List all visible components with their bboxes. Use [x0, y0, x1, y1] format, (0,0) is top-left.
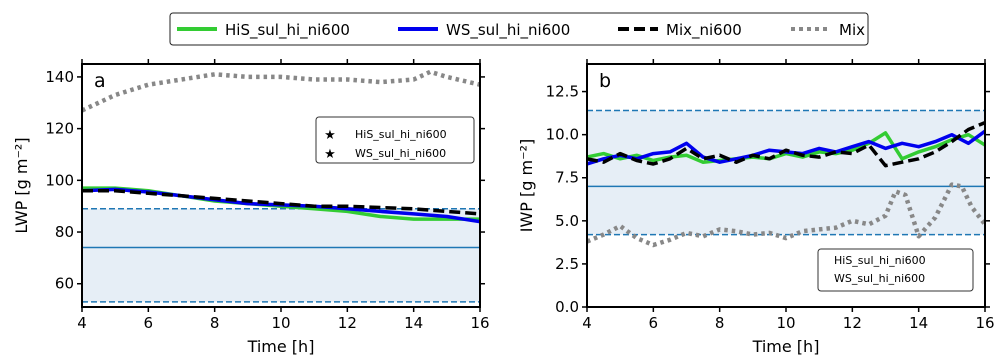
- x-tick-label: 14: [404, 314, 423, 332]
- y-tick-label: 100: [45, 171, 74, 189]
- box-legend-label: WS_sul_hi_ni600: [834, 272, 925, 285]
- range-band: [82, 208, 480, 302]
- star-legend: ★ HiS_sul_hi_ni600 ★ WS_sul_hi_ni600: [315, 116, 475, 164]
- star-marker-icon: ★: [324, 128, 336, 143]
- legend-label-3: Mix: [839, 21, 865, 39]
- x-tick-label: 4: [77, 314, 87, 332]
- box-legend-frame: [817, 248, 974, 292]
- y-axis-label: LWP [g m⁻²]: [12, 137, 31, 233]
- legend-label-0: HiS_sul_hi_ni600: [225, 21, 350, 40]
- y-tick-label: 80: [55, 223, 74, 241]
- y-tick-label: 7.5: [555, 169, 579, 187]
- y-tick-label: 12.5: [546, 83, 579, 101]
- y-tick-label: 10.0: [546, 126, 579, 144]
- range-band: [587, 110, 985, 235]
- star-marker-icon: ★: [324, 147, 336, 162]
- x-axis-label: Time [h]: [247, 337, 315, 356]
- y-tick-label: 2.5: [555, 255, 579, 273]
- x-tick-label: 6: [144, 314, 154, 332]
- x-tick-label: 10: [271, 314, 290, 332]
- figure-legend: HiS_sul_hi_ni600 WS_sul_hi_ni600 Mix_ni600…: [169, 12, 869, 46]
- x-tick-label: 8: [715, 314, 725, 332]
- x-tick-label: 8: [210, 314, 220, 332]
- star-legend-label: HiS_sul_hi_ni600: [355, 128, 447, 141]
- x-tick-label: 12: [843, 314, 862, 332]
- legend-label-1: WS_sul_hi_ni600: [446, 21, 570, 40]
- star-legend-label: WS_sul_hi_ni600: [355, 147, 446, 160]
- y-axis-label: IWP [g m⁻²]: [517, 139, 536, 232]
- x-axis-label: Time [h]: [752, 337, 820, 356]
- series-line-mix: [82, 69, 480, 113]
- star-legend-frame: [315, 116, 475, 164]
- x-tick-label: 4: [582, 314, 592, 332]
- x-tick-label: 16: [470, 314, 489, 332]
- box-legend: HiS_sul_hi_ni600 WS_sul_hi_ni600: [817, 248, 974, 292]
- series-line-mix: [587, 182, 985, 248]
- x-tick-label: 12: [338, 314, 357, 332]
- y-tick-label: 5.0: [555, 212, 579, 230]
- panel-b: 4 6 8 10 12 14 16 0.0 2.5 5.0 7.5 10.0 12.5 Time [h] I…: [517, 59, 995, 356]
- y-tick-label: 140: [45, 68, 74, 86]
- legend-label-2: Mix_ni600: [666, 21, 742, 40]
- figure-legend-frame: [169, 12, 869, 46]
- panel-a: 4 6 8 10 12 14 16 60 80 100 120 140 Time [h] LWP [g m…: [12, 59, 490, 356]
- box-legend-label: HiS_sul_hi_ni600: [834, 254, 926, 267]
- x-tick-label: 14: [909, 314, 928, 332]
- series-line-mix-ni600: [82, 188, 480, 216]
- x-tick-label: 16: [975, 314, 994, 332]
- panel-letter: a: [94, 70, 106, 92]
- x-tick-label: 6: [649, 314, 659, 332]
- y-tick-label: 60: [55, 275, 74, 293]
- series-line-mix-ni600: [587, 120, 985, 168]
- x-tick-label: 10: [776, 314, 795, 332]
- panel-letter: b: [599, 70, 611, 92]
- y-tick-label: 0.0: [555, 298, 579, 316]
- y-tick-label: 120: [45, 120, 74, 138]
